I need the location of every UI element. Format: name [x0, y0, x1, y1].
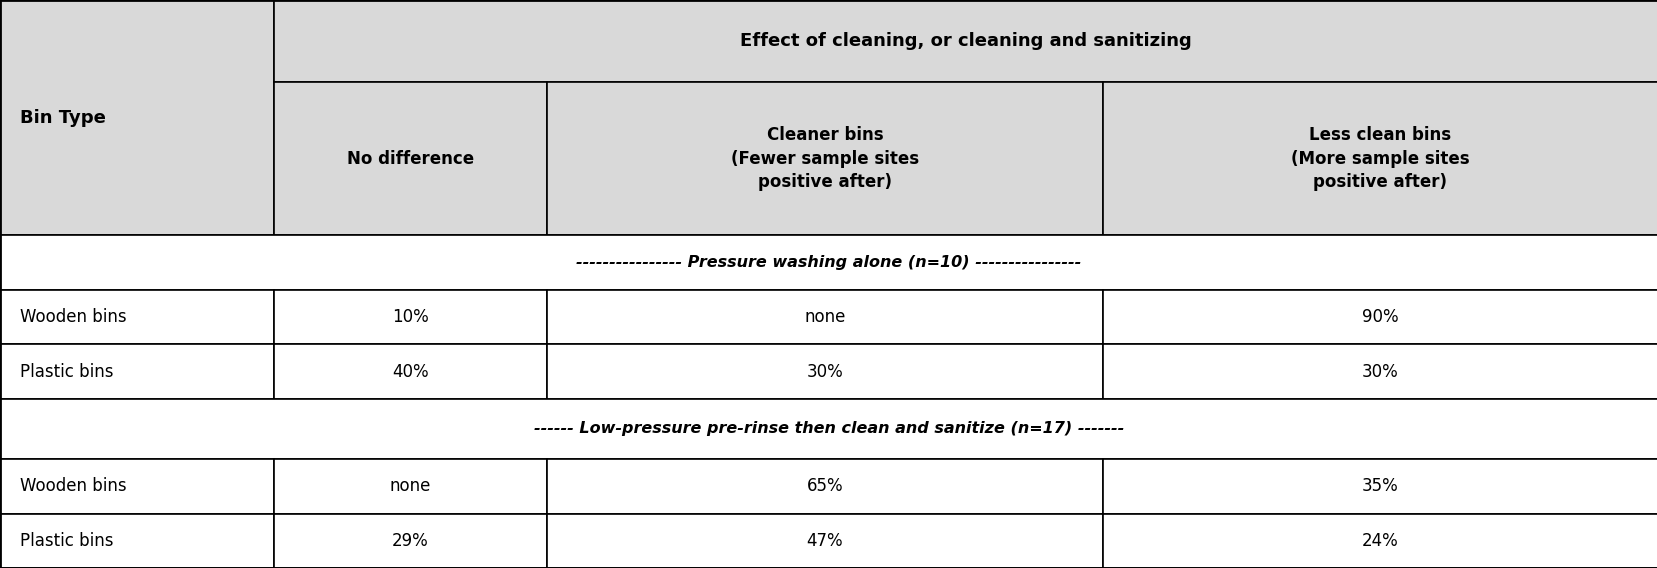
Text: 65%: 65%	[805, 477, 843, 495]
Bar	[547, 344, 1102, 399]
Text: 47%: 47%	[805, 532, 843, 550]
Text: Wooden bins: Wooden bins	[20, 308, 126, 326]
Text: Plastic bins: Plastic bins	[20, 532, 113, 550]
Bar	[547, 513, 1102, 568]
Bar	[1102, 513, 1657, 568]
Text: 29%: 29%	[391, 532, 429, 550]
Bar	[273, 0, 1657, 82]
Text: none: none	[804, 308, 845, 326]
Bar	[273, 344, 547, 399]
Text: 90%: 90%	[1360, 308, 1399, 326]
Bar	[0, 513, 273, 568]
Bar	[0, 344, 273, 399]
Bar	[1102, 344, 1657, 399]
Bar	[0, 459, 273, 513]
Bar	[0, 0, 273, 236]
Bar	[273, 459, 547, 513]
Bar	[0, 290, 273, 344]
Bar	[1102, 459, 1657, 513]
Text: Bin Type: Bin Type	[20, 108, 106, 127]
Text: Effect of cleaning, or cleaning and sanitizing: Effect of cleaning, or cleaning and sani…	[739, 32, 1191, 50]
Bar	[273, 290, 547, 344]
Bar	[547, 290, 1102, 344]
Bar	[1102, 290, 1657, 344]
Text: ---------------- Pressure washing alone (n=10) ----------------: ---------------- Pressure washing alone …	[577, 255, 1080, 270]
Text: Cleaner bins
(Fewer sample sites
positive after): Cleaner bins (Fewer sample sites positiv…	[731, 126, 918, 191]
Bar	[547, 459, 1102, 513]
Text: Less clean bins
(More sample sites
positive after): Less clean bins (More sample sites posit…	[1291, 126, 1468, 191]
Bar	[0, 399, 1657, 459]
Bar	[547, 82, 1102, 236]
Text: 24%: 24%	[1360, 532, 1399, 550]
Bar	[273, 82, 547, 236]
Text: 30%: 30%	[805, 363, 843, 381]
Text: none: none	[389, 477, 431, 495]
Text: 40%: 40%	[391, 363, 429, 381]
Bar	[1102, 82, 1657, 236]
Bar	[0, 236, 1657, 290]
Text: No difference: No difference	[346, 150, 474, 168]
Text: 35%: 35%	[1360, 477, 1399, 495]
Text: Wooden bins: Wooden bins	[20, 477, 126, 495]
Text: ------ Low-pressure pre-rinse then clean and sanitize (n=17) -------: ------ Low-pressure pre-rinse then clean…	[534, 421, 1123, 436]
Bar	[273, 513, 547, 568]
Text: 30%: 30%	[1360, 363, 1399, 381]
Text: 10%: 10%	[391, 308, 429, 326]
Text: Plastic bins: Plastic bins	[20, 363, 113, 381]
